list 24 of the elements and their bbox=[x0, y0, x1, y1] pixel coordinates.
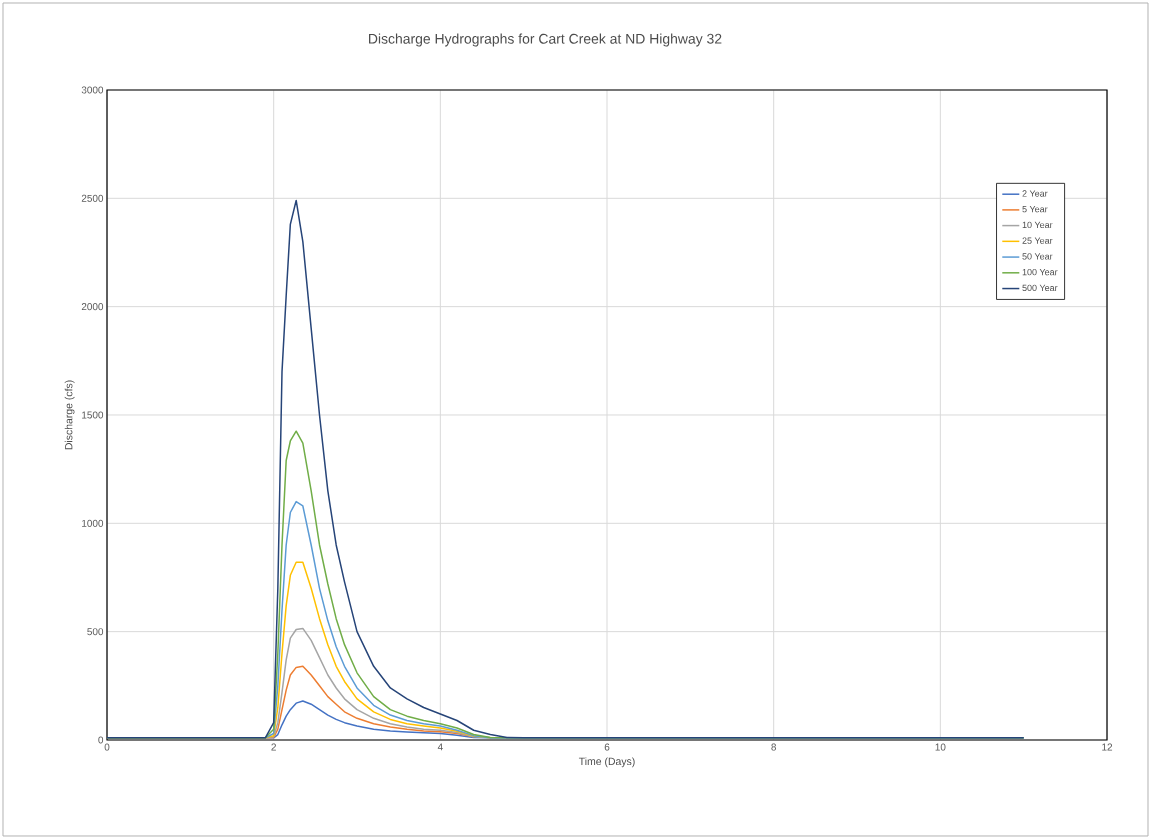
x-tick-label: 2 bbox=[271, 743, 276, 751]
legend-label: 2 Year bbox=[1022, 190, 1048, 197]
legend-label: 500 Year bbox=[1022, 284, 1058, 292]
y-tick-label: 2500 bbox=[81, 194, 104, 202]
legend-label: 10 Year bbox=[1022, 221, 1053, 229]
y-tick-label: 2000 bbox=[81, 303, 104, 311]
y-tick-label: 3000 bbox=[81, 86, 104, 94]
x-tick-label: 10 bbox=[935, 743, 946, 751]
chart-title: Discharge Hydrographs for Cart Creek at ND Highway 32 bbox=[369, 33, 722, 47]
y-axis-title: Discharge (cfs) bbox=[64, 380, 75, 450]
y-tick-label: 1000 bbox=[82, 519, 104, 527]
x-tick-label: 0 bbox=[104, 743, 110, 751]
y-tick-label: 500 bbox=[87, 628, 104, 636]
x-axis-title: Time (Days) bbox=[578, 757, 635, 768]
legend-label: 5 Year bbox=[1022, 206, 1048, 213]
x-tick-label: 4 bbox=[437, 743, 443, 751]
x-tick-label: 8 bbox=[771, 743, 777, 751]
legend-label: 25 Year bbox=[1022, 237, 1053, 244]
y-tick-label: 1500 bbox=[82, 411, 104, 419]
legend-label: 100 Year bbox=[1022, 268, 1058, 276]
x-tick-label: 6 bbox=[604, 743, 610, 751]
x-tick-label: 12 bbox=[1102, 743, 1113, 751]
y-tick-label: 0 bbox=[98, 736, 104, 744]
legend-label: 50 Year bbox=[1022, 253, 1053, 260]
